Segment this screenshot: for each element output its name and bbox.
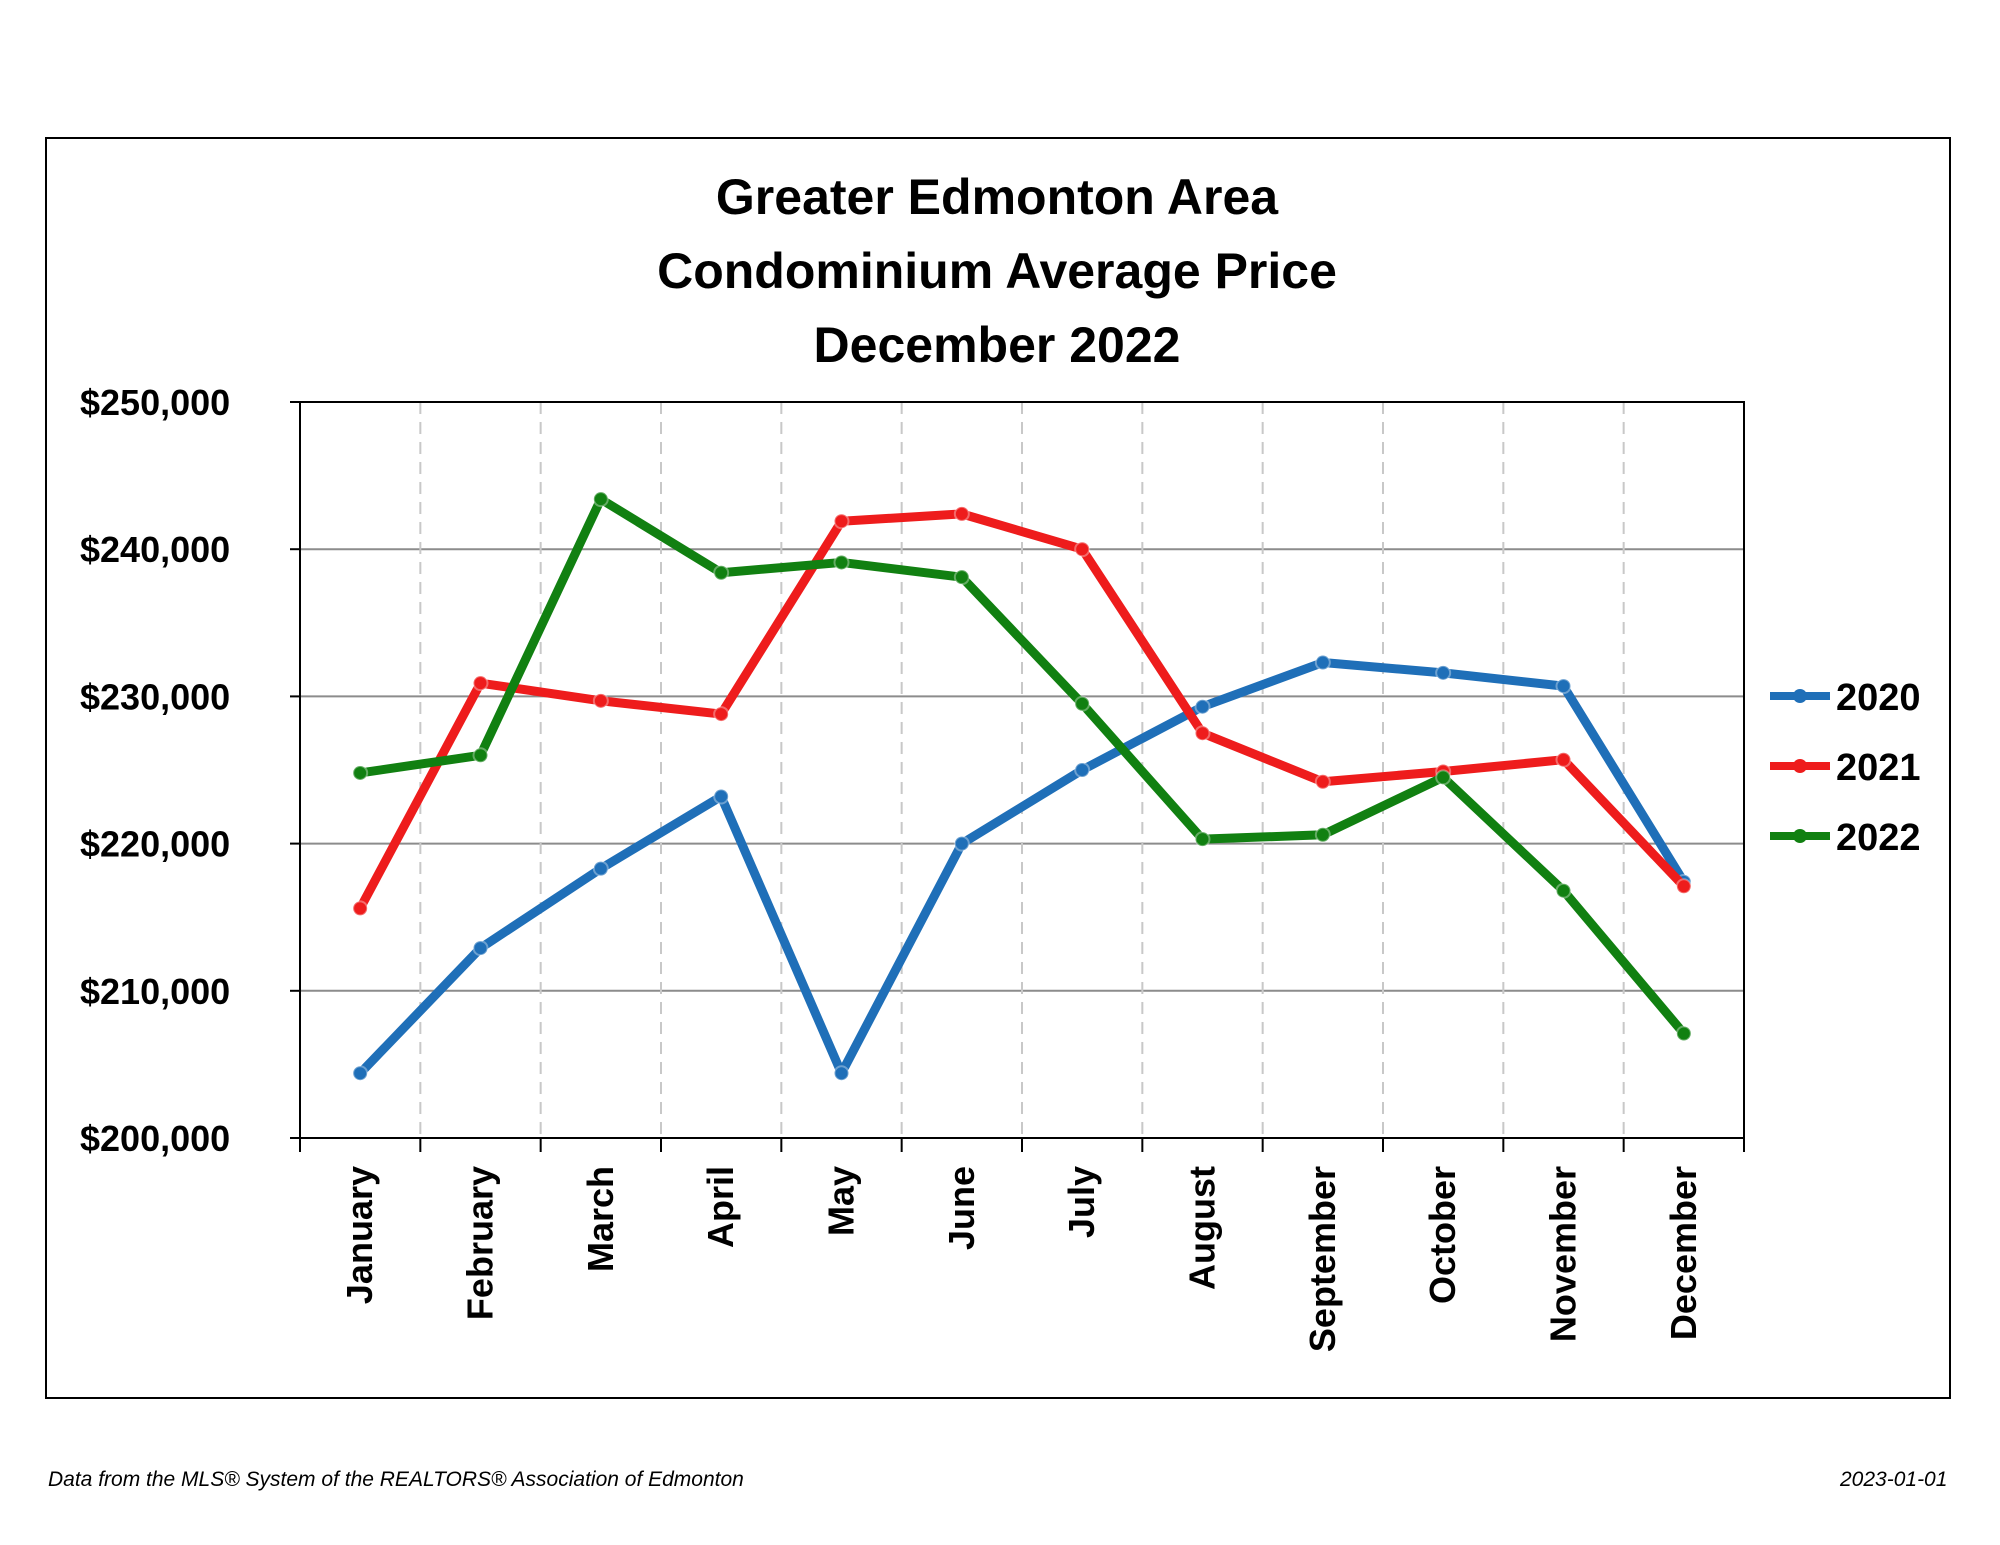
x-tick-label: June <box>941 1166 982 1250</box>
data-point <box>953 835 970 852</box>
chart-title-line-3: December 2022 <box>814 317 1181 373</box>
y-tick-label: $210,000 <box>80 971 230 1012</box>
series-2020 <box>352 654 1692 1082</box>
data-point <box>713 788 730 805</box>
data-point <box>953 569 970 586</box>
y-tick-label: $250,000 <box>80 382 230 423</box>
x-tick-label: January <box>339 1166 380 1304</box>
data-point <box>1675 1025 1692 1042</box>
data-point <box>592 491 609 508</box>
data-point <box>472 675 489 692</box>
data-point <box>713 564 730 581</box>
data-point <box>953 505 970 522</box>
series <box>352 491 1692 1082</box>
y-tick-label: $230,000 <box>80 676 230 717</box>
series-line <box>356 509 1688 911</box>
y-tick-label: $200,000 <box>80 1118 230 1159</box>
x-tick-label: May <box>821 1166 862 1236</box>
data-point <box>1194 831 1211 848</box>
data-point <box>472 747 489 764</box>
y-tick-label: $220,000 <box>80 824 230 865</box>
data-point <box>1555 678 1572 695</box>
legend-marker <box>1793 759 1807 773</box>
data-point <box>1314 826 1331 843</box>
data-point <box>352 900 369 917</box>
data-point <box>1074 762 1091 778</box>
x-axis: January February March April May June July Augu… <box>299 1138 1745 1352</box>
data-point <box>592 860 609 877</box>
legend-label: 2022 <box>1836 817 1921 859</box>
series-2022 <box>352 491 1692 1042</box>
data-point <box>1194 725 1211 742</box>
data-point <box>1555 882 1572 899</box>
data-point <box>833 513 850 530</box>
legend-marker <box>1793 689 1807 703</box>
series-line <box>356 658 1688 1078</box>
data-point <box>833 1065 850 1082</box>
legend-marker <box>1793 829 1807 843</box>
chart-title-line-1: Greater Edmonton Area <box>716 169 1279 225</box>
data-point <box>352 1065 369 1082</box>
y-tick-label: $240,000 <box>80 529 230 570</box>
data-point <box>1435 664 1452 681</box>
legend: 2020 2021 2022 <box>1770 677 1921 859</box>
footer-date: 2023-01-01 <box>1840 1468 1948 1491</box>
data-point <box>1555 751 1572 768</box>
x-tick-label: December <box>1663 1166 1704 1340</box>
footer-source: Data from the MLS® System of the REALTOR… <box>48 1468 744 1491</box>
data-point <box>1314 654 1331 671</box>
chart-title-line-2: Condominium Average Price <box>657 243 1337 299</box>
data-point <box>1194 698 1211 715</box>
data-point <box>833 554 850 571</box>
data-point <box>1074 541 1091 558</box>
series-line <box>359 494 1688 1037</box>
data-point <box>713 706 730 723</box>
x-tick-label: November <box>1543 1166 1584 1342</box>
legend-label: 2020 <box>1836 677 1921 719</box>
x-tick-label: February <box>460 1166 501 1320</box>
y-axis: $200,000 $210,000 $220,000 $230,000 $240,000… <box>80 382 300 1159</box>
data-point <box>352 764 369 781</box>
data-point <box>1435 769 1452 786</box>
data-point <box>592 692 609 709</box>
data-point <box>1074 695 1091 712</box>
x-tick-label: August <box>1182 1166 1223 1290</box>
x-tick-label: April <box>700 1166 741 1248</box>
x-tick-label: September <box>1302 1166 1343 1352</box>
x-tick-label: October <box>1422 1166 1463 1304</box>
x-tick-label: July <box>1061 1166 1102 1238</box>
data-point <box>1314 773 1331 790</box>
x-tick-label: March <box>580 1166 621 1272</box>
data-point <box>1675 878 1692 895</box>
data-point <box>472 940 489 957</box>
series-2021 <box>352 505 1692 917</box>
legend-label: 2021 <box>1836 747 1921 789</box>
